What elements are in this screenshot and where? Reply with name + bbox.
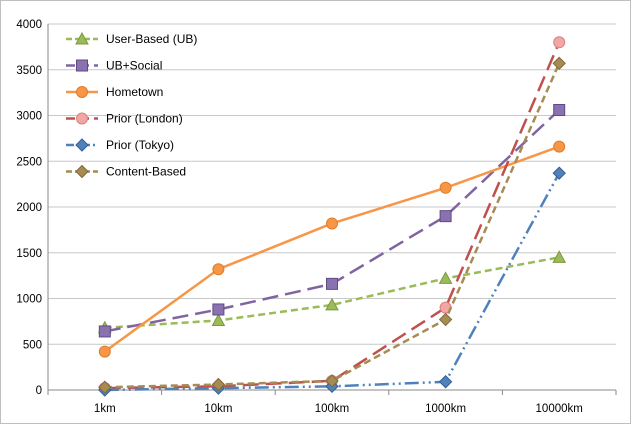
series-lines: [97, 36, 567, 397]
y-tick-label: 4000: [16, 19, 42, 31]
data-point: [212, 303, 225, 316]
series-0: [97, 250, 567, 334]
legend-label: UB+Social: [106, 59, 162, 73]
y-tick-label: 3000: [16, 111, 42, 123]
data-point: [552, 56, 566, 71]
x-tick-label: 1km: [94, 403, 116, 415]
series-5: [98, 56, 566, 394]
data-point: [552, 250, 567, 263]
data-point: [76, 86, 88, 98]
data-point: [98, 345, 111, 358]
series-3: [98, 36, 566, 395]
data-point: [325, 374, 339, 388]
data-point: [438, 312, 453, 327]
y-tick-label: 3500: [16, 65, 42, 77]
data-point: [98, 325, 111, 338]
x-tick-label: 10km: [204, 403, 232, 415]
data-point: [438, 271, 453, 284]
legend-entry: Prior (London): [66, 112, 183, 126]
y-tick-label: 500: [23, 339, 42, 351]
data-point: [553, 36, 566, 49]
legend-entry: UB+Social: [66, 59, 162, 73]
data-point: [553, 104, 566, 117]
data-point: [326, 277, 338, 290]
series-1: [98, 104, 566, 338]
y-tick-label: 2500: [16, 156, 42, 168]
data-point: [76, 112, 88, 125]
data-point: [211, 377, 226, 392]
legend-label: Prior (London): [106, 112, 183, 126]
x-tick-label: 10000km: [536, 403, 583, 415]
data-point: [325, 297, 339, 311]
x-tick-label: 100km: [315, 403, 350, 415]
legend-entry: Content-Based: [66, 165, 186, 179]
y-tick-label: 1000: [16, 294, 42, 306]
data-point: [553, 140, 566, 153]
data-point: [98, 380, 112, 394]
legend-label: Content-Based: [106, 165, 186, 179]
data-point: [75, 164, 89, 179]
legend-entry: Hometown: [66, 85, 163, 99]
series-line: [104, 172, 561, 392]
y-tick-label: 1500: [16, 248, 42, 260]
legend-label: User-Based (UB): [106, 32, 197, 46]
legend-label: Prior (Tokyo): [106, 138, 174, 152]
legend-entry: User-Based (UB): [66, 31, 197, 46]
data-point: [439, 210, 452, 223]
data-point: [439, 181, 452, 194]
data-point: [212, 263, 225, 276]
legend-label: Hometown: [106, 85, 163, 99]
x-tick-label: 1000km: [425, 403, 466, 415]
y-tick-label: 2000: [16, 202, 42, 214]
x-tick-labels: 1km 10km 100km 1000km 10000km: [94, 403, 583, 415]
data-point: [211, 313, 226, 326]
y-tick-labels: 0 500 1000 1500 2000 2500 3000 3500 4000: [16, 19, 42, 397]
data-point: [552, 166, 566, 180]
data-point: [76, 59, 88, 72]
series-line: [104, 41, 561, 390]
data-point: [438, 375, 453, 389]
y-tick-label: 0: [36, 385, 42, 397]
series-2: [98, 140, 566, 358]
data-point: [75, 31, 89, 45]
gridlines: [47, 23, 617, 395]
data-point: [75, 138, 89, 152]
legend-entry: Prior (Tokyo): [66, 138, 174, 152]
legend: User-Based (UB) UB+Social Hometown Prior (L…: [66, 31, 197, 179]
data-point: [326, 217, 338, 230]
